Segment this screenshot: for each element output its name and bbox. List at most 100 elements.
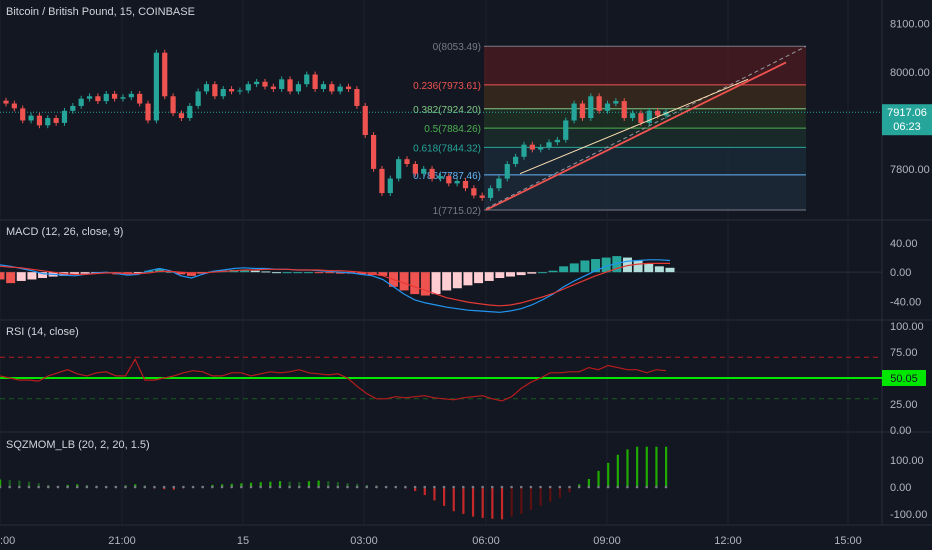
- fib-zone: [484, 108, 806, 129]
- macd-histogram-bar: [431, 272, 441, 295]
- candle-body: [162, 52, 168, 97]
- sqzmom-zero-dot: [37, 485, 40, 489]
- macd-histogram-bar: [654, 266, 664, 273]
- candle-body: [212, 84, 218, 97]
- rsi-axis-tick: 75.00: [890, 347, 918, 359]
- sqzmom-zero-dot: [95, 485, 98, 489]
- macd-histogram-bar: [133, 272, 143, 274]
- sqzmom-bar: [665, 446, 668, 488]
- macd-histogram-bar: [378, 272, 388, 276]
- bar-countdown: 06:23: [893, 121, 921, 133]
- sqzmom-zero-dot: [616, 485, 620, 489]
- macd-histogram-bar: [69, 272, 79, 275]
- fib-level-label: 0.618(7844.32): [413, 143, 481, 154]
- sqzmom-bar: [578, 484, 581, 488]
- sqzmom-zero-dot: [404, 485, 407, 489]
- candle-body: [396, 159, 402, 179]
- candle-body: [195, 91, 201, 106]
- sqzmom-bar: [0, 479, 2, 488]
- sqzmom-zero-dot: [664, 485, 668, 489]
- x-tick-label: 06:00: [472, 535, 500, 547]
- macd-histogram-bar: [622, 257, 632, 273]
- macd-histogram-bar: [612, 256, 622, 273]
- sqzmom-bar: [452, 487, 455, 512]
- macd-histogram-bar: [144, 270, 154, 273]
- sqzmom-bar: [317, 480, 320, 488]
- sqzmom-zero-dot: [548, 485, 552, 489]
- sqzmom-bar: [568, 487, 571, 493]
- trend-line-dashed: [485, 45, 807, 209]
- macd-histogram-bar: [357, 272, 367, 275]
- macd-histogram-bar: [644, 263, 654, 273]
- sqzmom-zero-dot: [606, 485, 610, 489]
- sqzmom-zero-dot: [143, 485, 147, 489]
- sqzmom-zero-dot: [490, 485, 494, 489]
- sqzmom-bar: [443, 487, 446, 506]
- sqzmom-zero-dot: [394, 485, 398, 489]
- sqzmom-zero-dot: [46, 485, 50, 489]
- x-tick-label: 15: [237, 535, 249, 547]
- rsi-title: RSI (14, close): [6, 326, 79, 338]
- sqzmom-zero-dot: [297, 485, 301, 489]
- sqzmom-zero-dot: [230, 485, 233, 489]
- sqzmom-zero-dot: [133, 485, 137, 489]
- sqzmom-bar: [607, 462, 610, 488]
- sqzmom-zero-dot: [587, 485, 591, 489]
- macd-histogram-bar: [505, 272, 515, 277]
- sqzmom-zero-dot: [433, 485, 436, 489]
- rsi-axis-tick: 100.00: [890, 321, 924, 333]
- candle-body: [203, 84, 210, 92]
- sqzmom-zero-dot: [568, 485, 571, 489]
- candle-body: [153, 52, 159, 121]
- sqzmom-zero-dot: [104, 485, 108, 489]
- macd-histogram-bar: [516, 272, 526, 276]
- candle-body: [554, 139, 560, 143]
- candle-body: [337, 86, 343, 92]
- macd-histogram-bar: [463, 272, 473, 286]
- sqzmom-zero-dot: [249, 485, 253, 489]
- fib-level-label: 0.236(7973.61): [413, 81, 481, 92]
- macd-histogram-bar: [548, 270, 558, 273]
- macd-histogram-bar: [16, 272, 26, 281]
- fib-level-label: 0.5(7884.26): [424, 124, 481, 135]
- sqzmom-bar: [500, 487, 504, 520]
- macd-histogram-bar: [80, 272, 90, 274]
- sqzmom-zero-dot: [326, 485, 330, 489]
- sqzmom-bar: [539, 487, 542, 506]
- sqzmom-bar: [37, 483, 40, 488]
- trend-line-light: [519, 78, 749, 175]
- candle-body: [504, 164, 510, 179]
- sqzmom-bar: [269, 481, 272, 488]
- candle-body: [53, 118, 59, 123]
- candle-body: [137, 93, 143, 104]
- macd-histogram-bar: [591, 259, 601, 273]
- sqzmom-bar: [27, 481, 31, 488]
- candle-body: [546, 142, 552, 148]
- rsi-axis-tick: 0.00: [890, 425, 911, 437]
- macd-axis-tick: -40.00: [890, 296, 921, 308]
- macd-histogram-bar: [176, 272, 186, 275]
- sqzmom-bar: [259, 482, 262, 488]
- sqzmom-zero-dot: [375, 485, 378, 489]
- macd-histogram-bar: [410, 272, 420, 295]
- sqzmom-zero-dot: [18, 485, 21, 489]
- candle-body: [621, 101, 627, 119]
- rsi-value-badge: [882, 370, 926, 386]
- sqzmom-zero-dot: [355, 485, 359, 489]
- x-tick-label: 12:00: [714, 535, 742, 547]
- sqzmom-zero-dot: [27, 485, 31, 489]
- candle-body: [571, 103, 577, 121]
- sqzmom-bar: [172, 487, 175, 490]
- sqzmom-bar: [288, 481, 291, 488]
- sqzmom-bar: [8, 480, 11, 488]
- candle-body: [655, 110, 661, 116]
- macd-histogram-bar: [186, 272, 196, 276]
- candle-body: [370, 134, 377, 169]
- macd-histogram-bar: [335, 272, 345, 274]
- sqzmom-zero-dot: [268, 485, 272, 489]
- candle-body: [120, 97, 126, 99]
- sqzmom-bar: [346, 483, 349, 488]
- macd-signal-line: [0, 262, 670, 307]
- candle-body: [329, 84, 335, 92]
